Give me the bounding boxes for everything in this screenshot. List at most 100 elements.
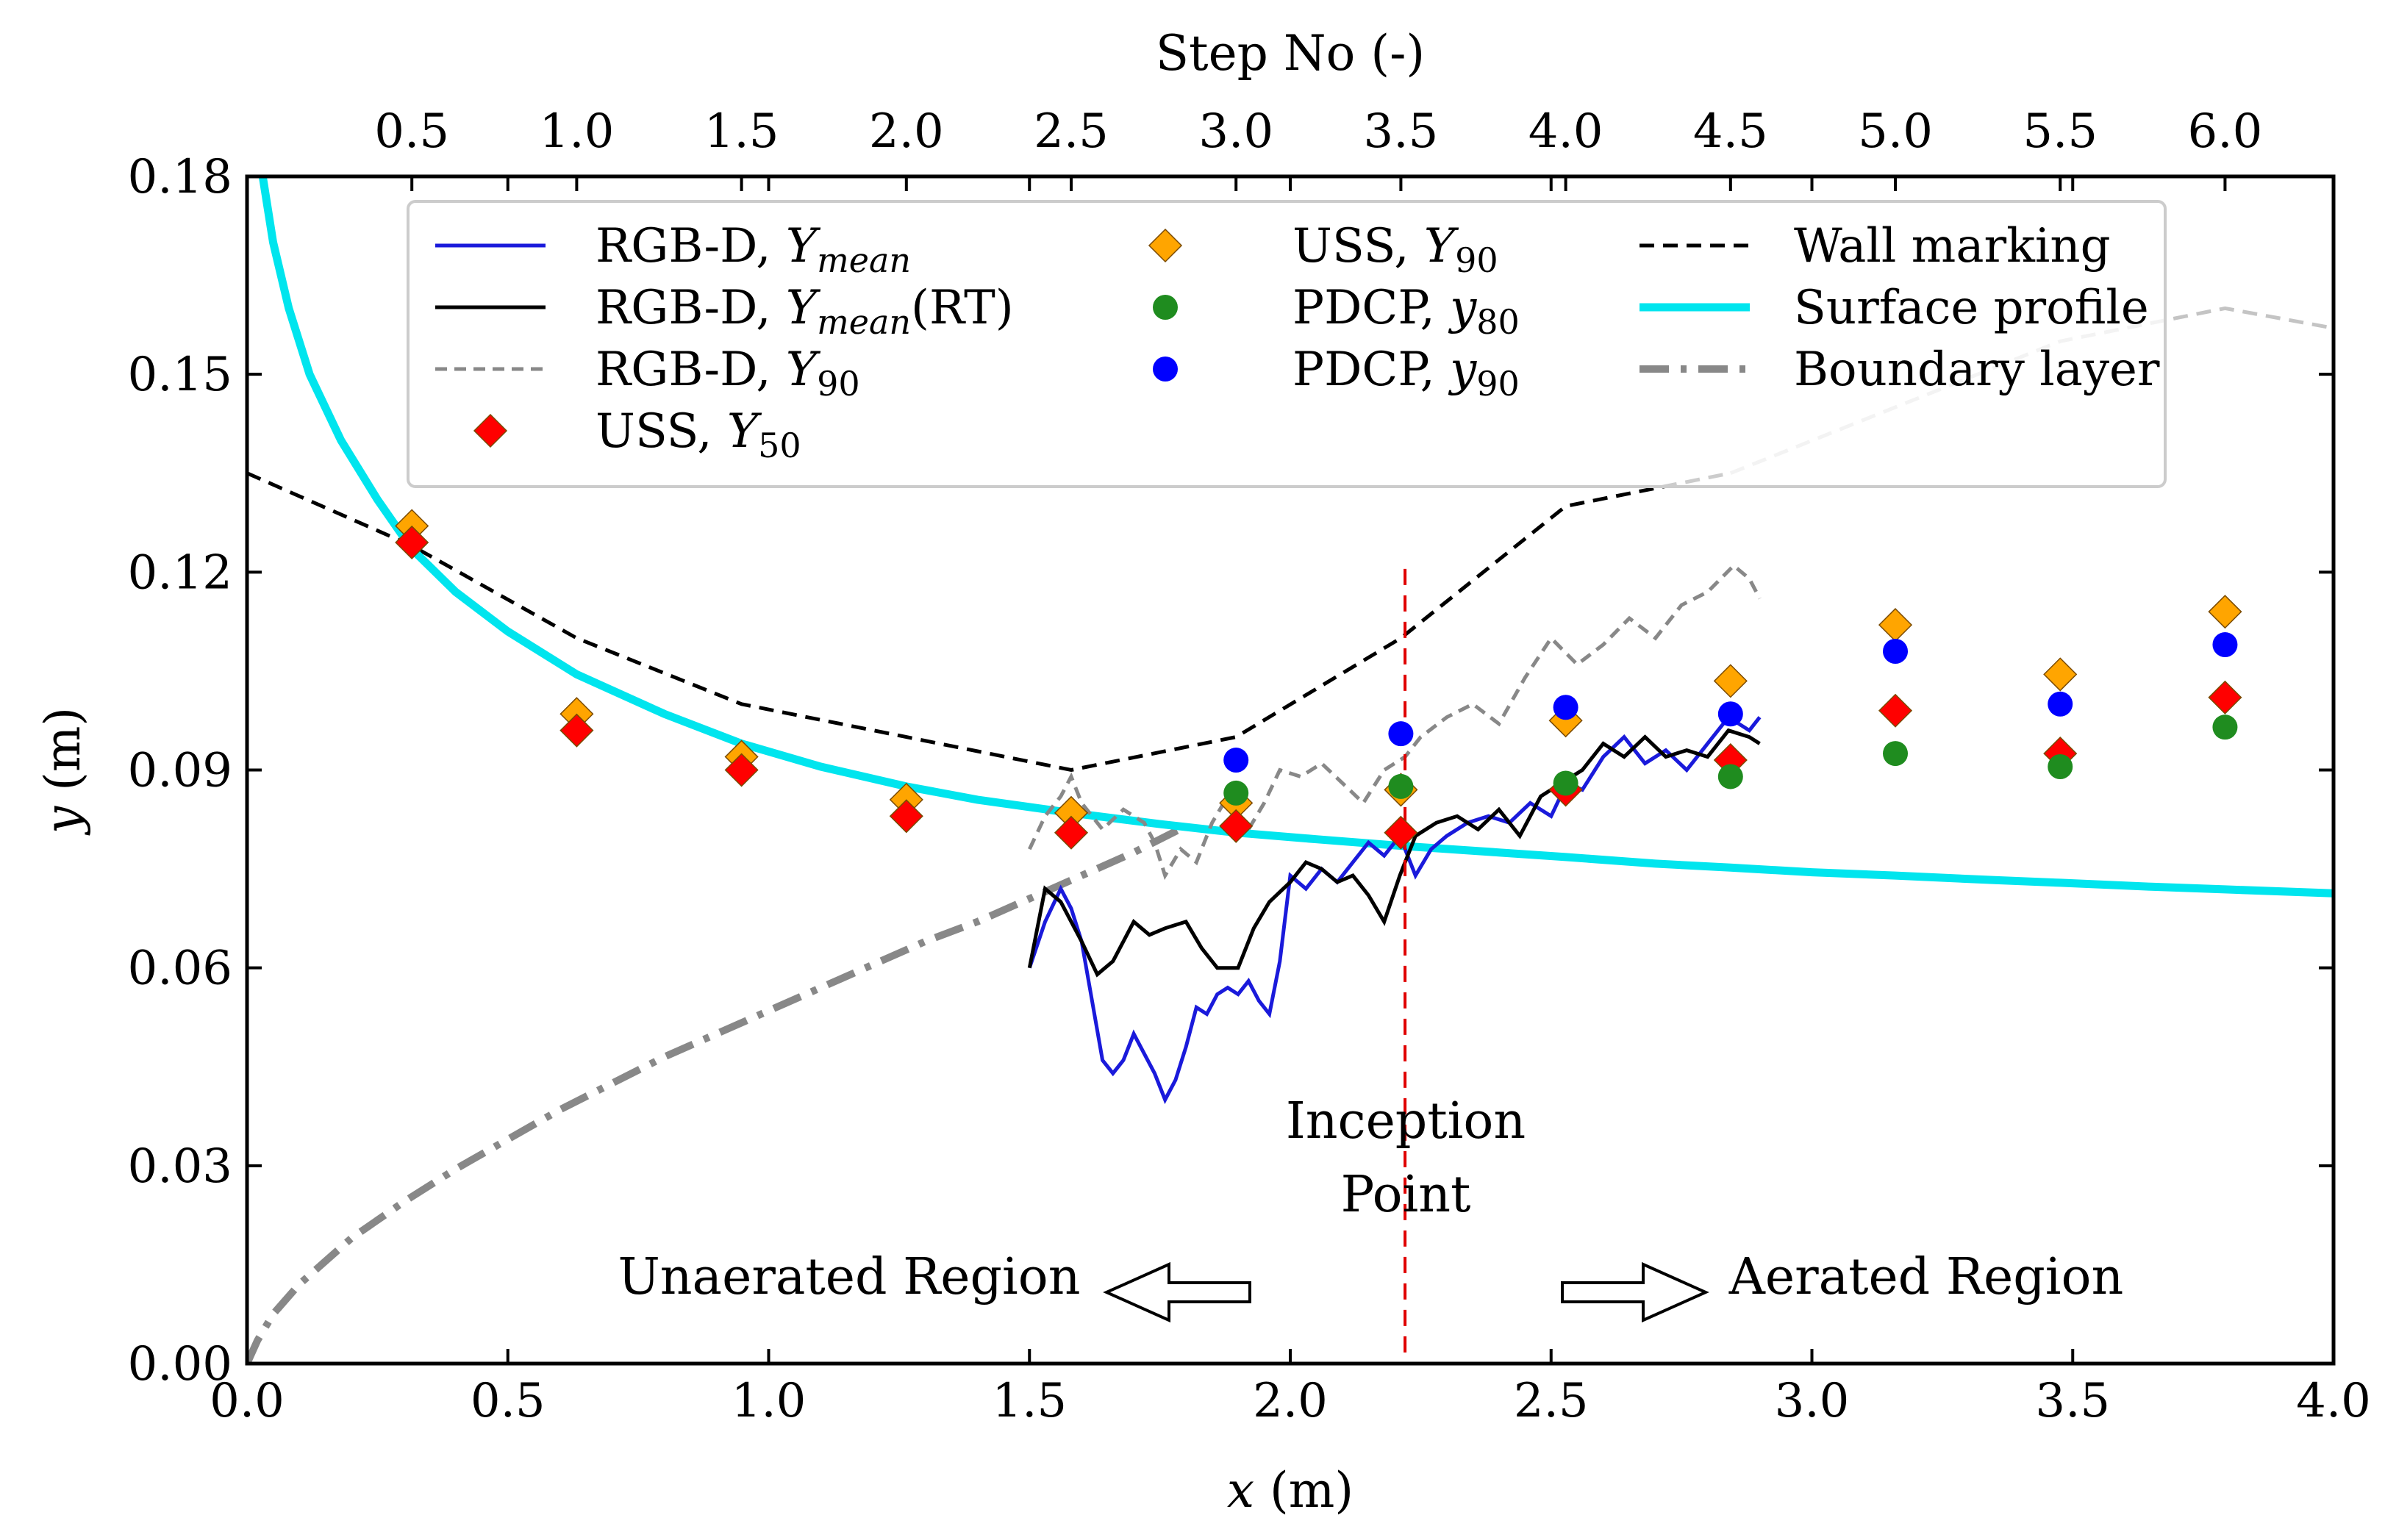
point-pdcp-y90 <box>1883 639 1909 664</box>
top-axis-label: Step No (-) <box>1156 25 1425 82</box>
legend-label: Boundary layer <box>1794 343 2160 397</box>
point-uss-y90 <box>2043 657 2078 692</box>
legend-entry-surface: Surface profile <box>1640 281 2149 335</box>
x-tick-label: 0.0 <box>210 1374 285 1428</box>
point-pdcp-y80 <box>1388 773 1414 799</box>
right-arrow-icon <box>1561 1261 1709 1323</box>
x-tick-label: 4.0 <box>2296 1374 2371 1428</box>
point-uss-y50 <box>1384 815 1418 850</box>
ticks-layer: 0.0 0.5 1.0 1.5 2.0 2.5 3.0 3.5 4.0 0.00 0.03 0.06 0… <box>128 104 2371 1428</box>
legend-label-sub: mean <box>817 240 911 280</box>
x-tick-label: 2.0 <box>1253 1374 1328 1428</box>
legend-label-text: RGB-D, <box>596 219 786 273</box>
x-axis-var: x <box>1227 1462 1254 1519</box>
point-pdcp-y90 <box>1717 701 1743 727</box>
point-uss-y90 <box>2208 595 2242 629</box>
legend-label-var: Y <box>786 343 821 397</box>
point-uss-y50 <box>1878 693 1913 728</box>
legend-entry-pdcp-y90: PDCP, y90 <box>1153 343 1520 404</box>
point-pdcp-y80 <box>1717 764 1743 789</box>
legend-label-text: USS, <box>1292 219 1424 273</box>
y-axis-unit: (m) <box>35 707 91 806</box>
y-axis-var: y <box>35 806 91 836</box>
legend-label-var: Y <box>727 404 762 459</box>
legend-label-var: Y <box>786 219 821 273</box>
legend-label-text: Surface profile <box>1794 281 2149 335</box>
legend-entry-wall: Wall marking <box>1640 219 2111 273</box>
legend-label: RGB-D, Ymean <box>596 219 911 280</box>
point-pdcp-y90 <box>1223 748 1249 773</box>
legend-swatch <box>1148 228 1183 263</box>
y-tick-label: 0.00 <box>128 1337 233 1392</box>
point-uss-y50 <box>559 713 594 748</box>
point-pdcp-y90 <box>2212 632 2238 658</box>
legend-label: RGB-D, Ymean(RT) <box>596 281 1014 342</box>
x-tick-label: 3.0 <box>1775 1374 1850 1428</box>
y-tick-label: 0.09 <box>128 744 233 798</box>
legend-box <box>407 200 2167 488</box>
legend-label-var: Y <box>1424 219 1459 273</box>
point-uss-y50 <box>889 799 923 834</box>
legend-label-text: Wall marking <box>1794 219 2111 273</box>
point-pdcp-y80 <box>1883 741 1909 767</box>
y-tick-label: 0.03 <box>128 1139 233 1194</box>
legend-entry-rgbd-mean: RGB-D, Ymean <box>435 219 911 280</box>
x-tick-label: 1.5 <box>992 1374 1067 1428</box>
x-tick-label: 0.5 <box>471 1374 546 1428</box>
y-tick-label: 0.15 <box>128 348 233 402</box>
legend-label: Wall marking <box>1794 219 2111 273</box>
top-tick-label: 1.0 <box>540 104 615 159</box>
top-tick-label: 2.5 <box>1034 104 1109 159</box>
point-uss-y50 <box>724 753 759 787</box>
x-tick-label: 2.5 <box>1514 1374 1589 1428</box>
series-rgbd-mean <box>1027 715 1762 1105</box>
x-tick-label: 3.5 <box>2035 1374 2110 1428</box>
legend-label-sub: 90 <box>1476 364 1520 404</box>
legend-label: USS, Y50 <box>596 404 801 465</box>
legend-label-var: y <box>1448 343 1477 397</box>
left-arrow-icon <box>1103 1261 1251 1323</box>
series-rgbd-mean-rt <box>1027 728 1761 978</box>
top-tick-label: 3.5 <box>1364 104 1439 159</box>
series-rgbd-y90 <box>1028 563 1762 881</box>
top-tick-label: 1.5 <box>704 104 779 159</box>
legend-entry-uss-y50: USS, Y50 <box>473 404 801 465</box>
top-tick-label: 6.0 <box>2188 104 2263 159</box>
legend-label: RGB-D, Y90 <box>596 343 860 404</box>
point-uss-y50 <box>2208 680 2242 715</box>
legend-entry-rgbd-y90: RGB-D, Y90 <box>435 343 860 404</box>
y-tick-label: 0.12 <box>128 545 233 600</box>
x-axis-label: x (m) <box>1227 1462 1354 1519</box>
legend-label-sub: 90 <box>817 364 860 404</box>
x-tick-label: 1.0 <box>732 1374 807 1428</box>
unaerated-region-label: Unaerated Region <box>618 1248 1080 1306</box>
y-tick-label: 0.06 <box>128 942 233 996</box>
point-uss-y50 <box>1219 809 1254 843</box>
legend-label-text: PDCP, <box>1292 343 1450 397</box>
annotations: Inception Point Unaerated Region Aerated… <box>618 1092 2123 1323</box>
point-pdcp-y90 <box>1388 721 1414 747</box>
point-uss-y90 <box>1713 664 1748 698</box>
legend-swatch <box>1153 357 1178 382</box>
legend-label-text: USS, <box>596 404 727 459</box>
legend-label-text: PDCP, <box>1292 281 1450 335</box>
legend-label-text: RGB-D, <box>596 343 786 397</box>
legend-label: USS, Y90 <box>1292 219 1498 280</box>
y-tick-label: 0.18 <box>128 150 233 204</box>
legend-label: PDCP, y80 <box>1292 281 1520 342</box>
point-pdcp-y80 <box>2212 715 2238 740</box>
legend-label-sub: 80 <box>1476 302 1520 342</box>
legend-label-var: Y <box>786 281 821 335</box>
inception-label-line2: Point <box>1341 1166 1471 1224</box>
point-uss-y50 <box>1054 815 1089 850</box>
point-pdcp-y80 <box>1223 780 1249 806</box>
legend-entry-rgbd-mean-rt: RGB-D, Ymean(RT) <box>435 281 1014 342</box>
top-tick-label: 4.5 <box>1693 104 1768 159</box>
legend-label-sub: 90 <box>1455 240 1498 280</box>
top-tick-label: 5.5 <box>2023 104 2098 159</box>
legend-label-text: Boundary layer <box>1794 343 2160 397</box>
series-boundary-layer <box>247 823 1188 1364</box>
top-tick-label: 2.0 <box>869 104 944 159</box>
point-pdcp-y90 <box>1553 695 1578 720</box>
